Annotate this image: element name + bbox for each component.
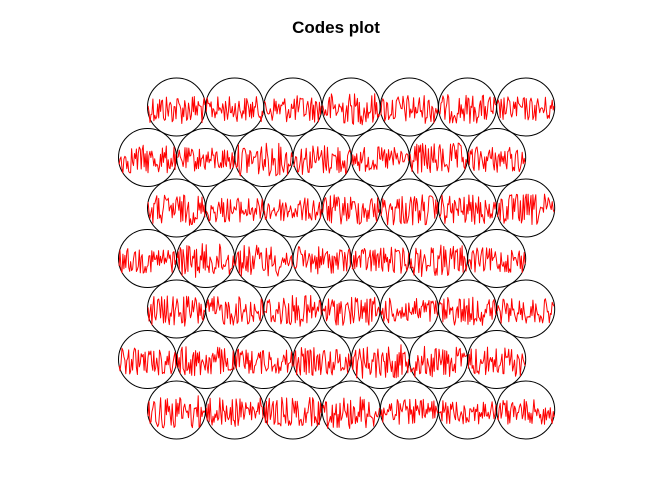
unit-codes-line: [293, 145, 351, 175]
unit-codes-line: [409, 345, 468, 378]
unit-codes-line: [147, 395, 206, 429]
unit-codes-line: [322, 93, 380, 126]
unit-circle: [496, 380, 556, 440]
unit-codes-line: [380, 95, 439, 124]
unit-codes-line: [351, 146, 410, 172]
unit-codes-line: [496, 96, 555, 121]
unit-codes-line: [147, 295, 206, 327]
unit-codes-line: [264, 396, 322, 427]
unit-codes-line: [147, 96, 206, 124]
unit-codes-line: [235, 142, 293, 177]
unit-codes-line: [293, 347, 351, 376]
unit-codes-line: [409, 244, 468, 277]
unit-codes-line: [205, 197, 264, 223]
unit-codes-line: [496, 399, 555, 425]
unit-codes-line: [235, 348, 293, 374]
unit-codes-line: [351, 246, 410, 274]
unit-codes-line: [439, 194, 497, 225]
unit-circle: [467, 128, 527, 187]
unit-codes-line: [205, 96, 264, 123]
unit-codes-line: [438, 94, 497, 124]
chart-title: Codes plot: [292, 18, 380, 37]
unit-codes-line: [176, 346, 235, 377]
unit-codes-line: [176, 243, 235, 278]
unit-codes-line: [322, 296, 380, 326]
unit-circle: [263, 380, 323, 440]
unit-codes-line: [380, 194, 439, 226]
unit-circle: [496, 178, 556, 238]
unit-codes-line: [496, 298, 555, 324]
unit-circle: [234, 128, 294, 187]
unit-codes-line: [264, 197, 322, 222]
unit-codes-line: [177, 147, 235, 172]
unit-codes-line: [264, 95, 322, 123]
unit-circle: [205, 380, 265, 440]
unit-circle: [147, 178, 206, 238]
unit-codes-line: [264, 295, 322, 327]
unit-codes-line: [380, 297, 439, 324]
unit-codes-line: [293, 246, 351, 275]
unit-codes-line: [118, 144, 177, 174]
unit-circle: [263, 178, 323, 238]
som-units: [118, 77, 556, 440]
unit-circle: [496, 279, 556, 339]
unit-codes-line: [467, 346, 526, 377]
unit-codes-line: [438, 296, 497, 326]
unit-codes-line: [438, 400, 497, 425]
unit-circle: [118, 229, 177, 288]
unit-codes-line: [322, 194, 380, 225]
unit-codes-line: [351, 344, 410, 379]
unit-codes-line: [380, 398, 439, 425]
unit-codes-line: [322, 396, 380, 429]
unit-codes-line: [147, 194, 206, 226]
unit-codes-line: [409, 142, 468, 174]
unit-codes-line: [118, 248, 177, 274]
unit-circle: [496, 77, 556, 137]
unit-codes-line: [467, 247, 526, 273]
unit-circle: [467, 330, 527, 389]
unit-codes-line: [235, 244, 293, 277]
unit-codes-line: [205, 397, 264, 427]
unit-codes-line: [467, 146, 526, 173]
unit-codes-line: [118, 347, 177, 376]
unit-circle: [467, 229, 527, 288]
unit-codes-line: [496, 193, 555, 225]
unit-codes-line: [205, 296, 264, 326]
